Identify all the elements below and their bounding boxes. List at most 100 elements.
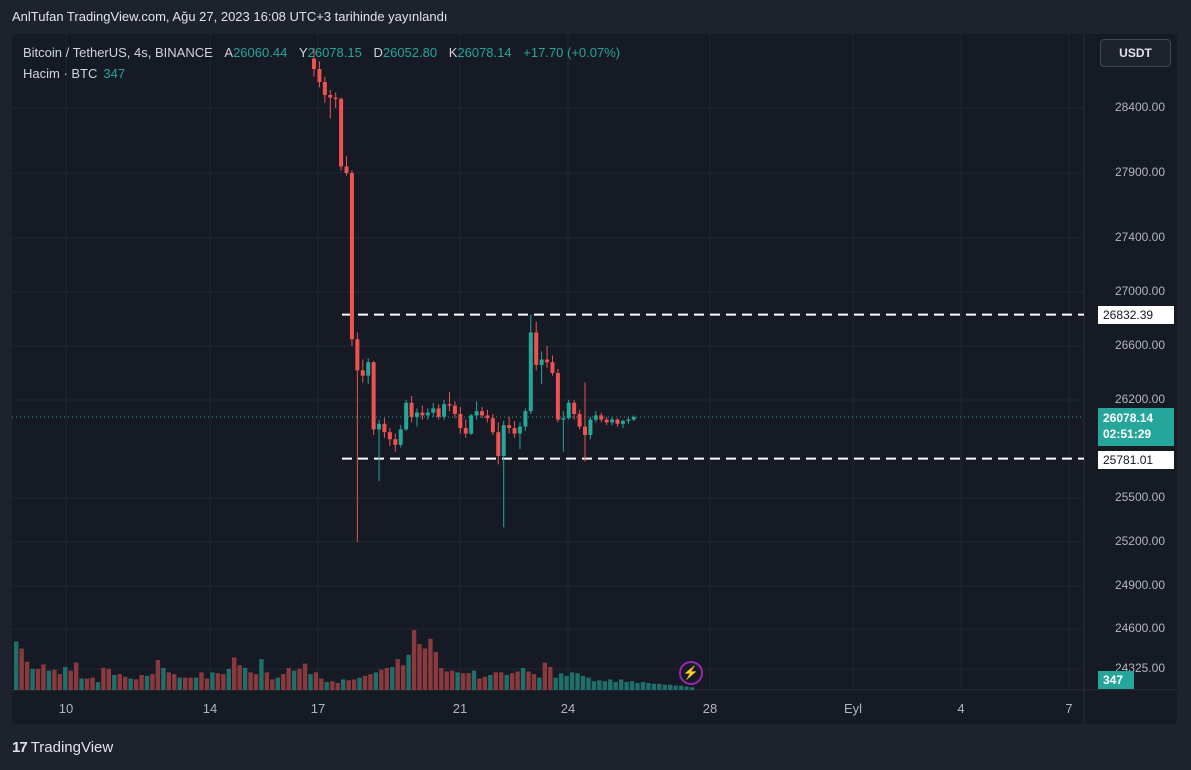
volume-bar <box>417 644 422 690</box>
support-price-tag: 25781.01 <box>1098 451 1174 469</box>
volume-bar <box>24 661 30 690</box>
volume-bar <box>41 664 46 690</box>
volume-bar <box>477 678 482 690</box>
volume-bar <box>640 682 646 690</box>
volume-bar <box>411 630 417 690</box>
volume-bar <box>166 672 171 690</box>
volume-bar <box>226 668 231 690</box>
volume-bar <box>618 679 624 690</box>
volume-bar <box>433 652 439 690</box>
volume-bar <box>291 670 297 690</box>
last-price-value: 26078.14 <box>1103 411 1154 425</box>
volume-bar <box>46 670 52 690</box>
candle-body <box>431 408 436 413</box>
volume-bar <box>177 677 182 690</box>
volume-bar <box>210 672 215 690</box>
candle-body <box>545 359 550 363</box>
candle-body <box>371 362 376 430</box>
volume-bar <box>482 676 488 690</box>
volume-bar <box>90 677 95 690</box>
candle-body <box>387 432 392 440</box>
volume-bar <box>471 670 477 690</box>
volume-bar <box>548 667 553 690</box>
candle-body <box>501 425 506 456</box>
candle-body <box>360 370 365 376</box>
volume-bar <box>128 678 133 690</box>
currency-button[interactable]: USDT <box>1100 39 1171 67</box>
volume-bar <box>172 674 177 690</box>
volume-bar <box>488 675 493 690</box>
chart-panel[interactable]: Bitcoin / TetherUS, 4s, BINANCE A26060.4… <box>12 34 1177 724</box>
volume-bar <box>242 667 248 690</box>
candle-body <box>588 419 593 435</box>
volume-bar <box>559 673 564 690</box>
low-value: 26052.80 <box>382 45 438 60</box>
volume-bar <box>368 674 373 690</box>
candle-body <box>539 359 544 365</box>
volume-bar <box>204 678 210 690</box>
volume-bar <box>30 668 35 690</box>
volume-bar <box>537 677 542 690</box>
symbol-title[interactable]: Bitcoin / TetherUS, 4s, BINANCE <box>23 45 213 60</box>
volume-bar <box>182 677 188 690</box>
candle-body <box>366 362 371 376</box>
volume-bar <box>117 674 122 690</box>
volume-bar <box>499 672 504 690</box>
candle-body <box>480 411 485 416</box>
close-label: K <box>448 45 458 60</box>
volume-bar <box>624 682 629 690</box>
volume-bar <box>73 662 79 690</box>
candle-body <box>414 412 419 417</box>
close-value: 26078.14 <box>457 45 512 60</box>
candle-body <box>463 428 468 434</box>
time-tick-label: 28 <box>702 701 718 716</box>
volume-bar <box>248 672 253 690</box>
open-value: 26060.44 <box>233 45 288 60</box>
candle-body <box>447 404 452 406</box>
volume-bar <box>281 674 286 690</box>
volume-bar <box>542 662 548 690</box>
volume-bar <box>264 672 270 690</box>
candle-body <box>583 426 587 435</box>
volume-bar <box>586 677 591 690</box>
volume-bar <box>259 659 264 690</box>
last-volume-tag: 347 <box>1098 671 1134 689</box>
volume-bar <box>330 681 335 690</box>
volume-bar <box>362 675 368 690</box>
candle-body <box>398 429 403 445</box>
volume-bar <box>68 670 73 690</box>
volume-bar <box>101 667 106 690</box>
candle-body <box>550 362 555 373</box>
tradingview-brand: TradingView <box>30 739 114 756</box>
candle-body <box>436 408 441 417</box>
volume-bar <box>526 671 531 690</box>
symbol-legend: Bitcoin / TetherUS, 4s, BINANCE A26060.4… <box>23 45 620 60</box>
candle-body <box>485 415 490 419</box>
volume-bar <box>351 679 357 690</box>
candle-body <box>312 58 316 69</box>
volume-bar <box>14 641 19 690</box>
candle-body <box>317 69 322 82</box>
candle-body <box>339 98 344 167</box>
volume-bar <box>684 686 689 690</box>
volume-label[interactable]: Hacim · BTC <box>23 66 98 81</box>
volume-bar <box>504 675 509 690</box>
low-label: D <box>373 45 383 60</box>
candle-body <box>404 402 409 430</box>
volume-bar <box>373 672 379 690</box>
time-tick-label: 17 <box>310 701 326 716</box>
candlestick-chart[interactable] <box>12 34 1177 724</box>
volume-bar <box>439 667 444 690</box>
tradingview-logo-icon: 17 <box>12 739 28 756</box>
volume-bar <box>270 679 275 690</box>
candle-body <box>577 414 582 427</box>
lightning-bolt-icon[interactable]: ⚡ <box>679 661 703 685</box>
volume-bar <box>400 665 406 690</box>
candle-body <box>490 418 495 433</box>
candle-body <box>474 411 479 416</box>
price-tick-label: 27000.00 <box>1114 284 1165 298</box>
volume-bar <box>335 682 340 690</box>
candle-body <box>615 419 620 424</box>
volume-bar <box>106 668 112 690</box>
candle-body <box>517 426 522 434</box>
